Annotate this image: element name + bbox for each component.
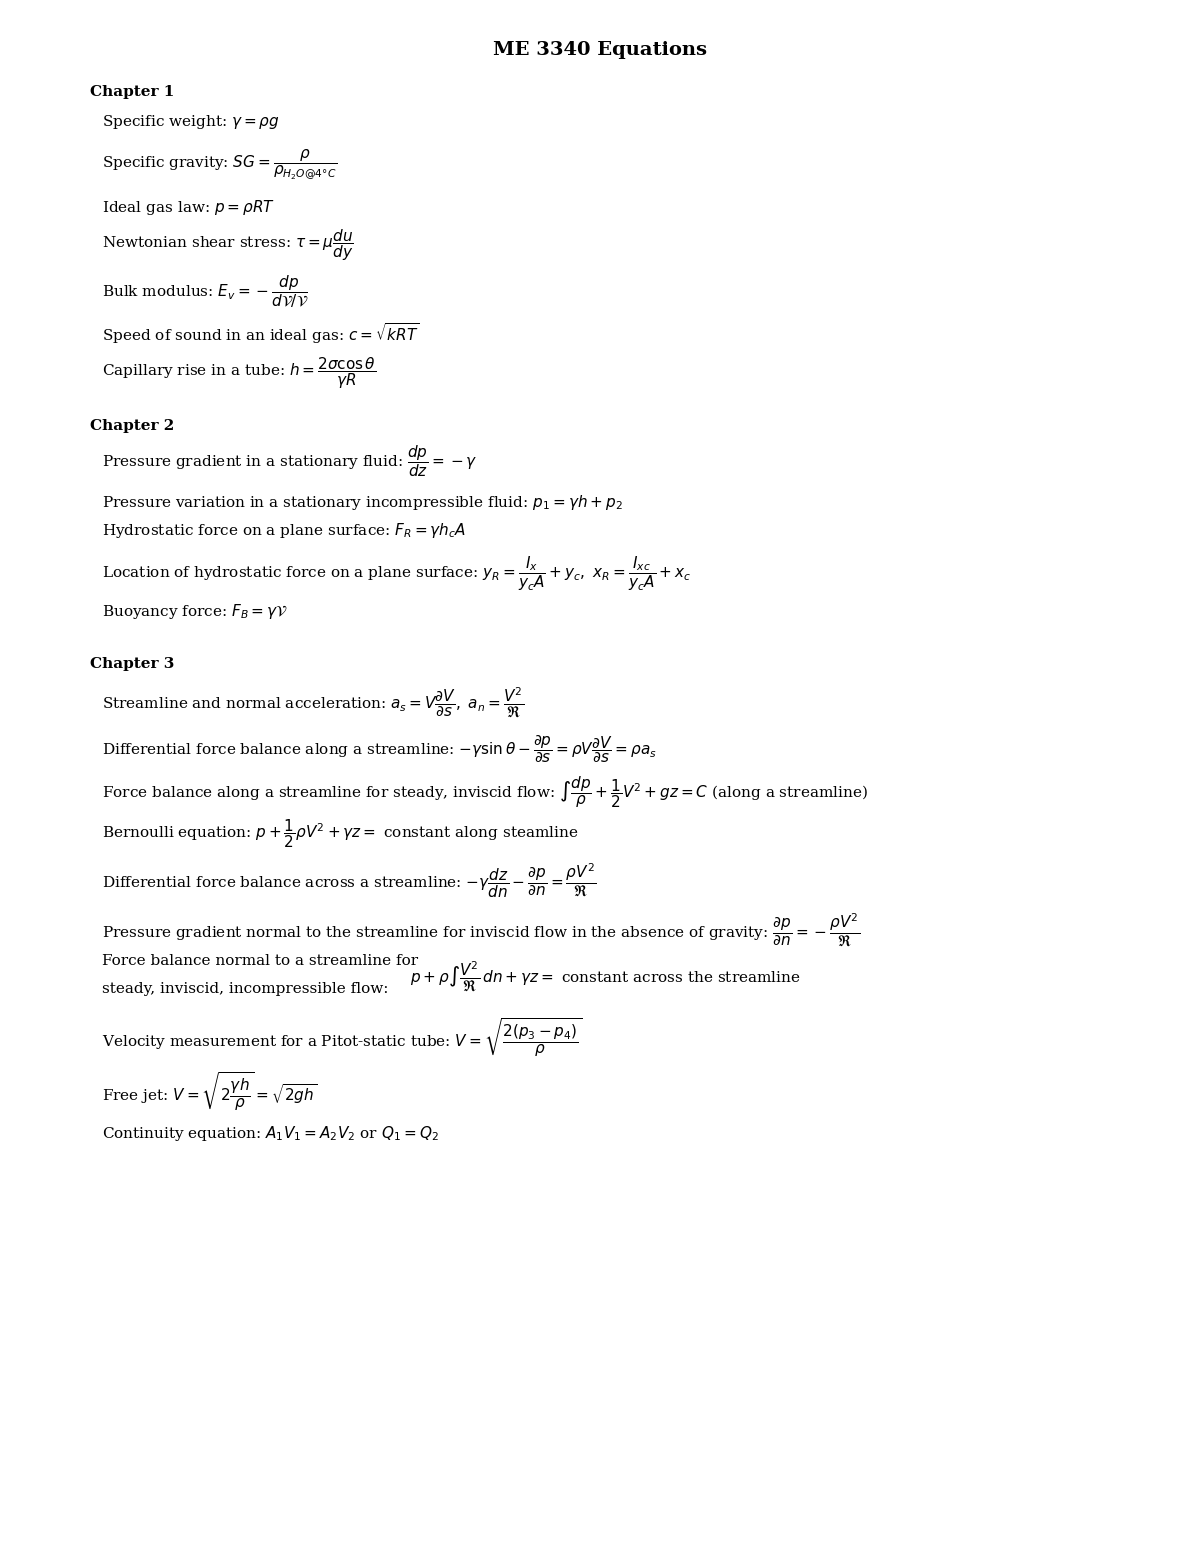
- Text: Chapter 1: Chapter 1: [90, 84, 174, 98]
- Text: Pressure gradient in a stationary fluid: $\dfrac{dp}{dz} = -\gamma$: Pressure gradient in a stationary fluid:…: [102, 443, 478, 478]
- Text: ME 3340 Equations: ME 3340 Equations: [493, 40, 707, 59]
- Text: Speed of sound in an ideal gas: $c = \sqrt{kRT}$: Speed of sound in an ideal gas: $c = \sq…: [102, 321, 419, 346]
- Text: Free jet: $V = \sqrt{2\dfrac{\gamma h}{\rho}} = \sqrt{2gh}$: Free jet: $V = \sqrt{2\dfrac{\gamma h}{\…: [102, 1070, 317, 1114]
- Text: Pressure gradient normal to the streamline for inviscid flow in the absence of g: Pressure gradient normal to the streamli…: [102, 912, 860, 949]
- Text: Velocity measurement for a Pitot-static tube: $V = \sqrt{\dfrac{2(p_3 - p_4)}{\r: Velocity measurement for a Pitot-static …: [102, 1017, 582, 1059]
- Text: Pressure variation in a stationary incompressible fluid: $p_1 = \gamma h + p_2$: Pressure variation in a stationary incom…: [102, 492, 623, 512]
- Text: Differential force balance along a streamline: $-\gamma\sin\theta - \dfrac{\part: Differential force balance along a strea…: [102, 733, 656, 764]
- Text: Bernoulli equation: $p + \dfrac{1}{2}\rho V^2 + \gamma z =$ constant along steam: Bernoulli equation: $p + \dfrac{1}{2}\rh…: [102, 817, 578, 849]
- Text: Buoyancy force: $F_B = \gamma \mathcal{V}$: Buoyancy force: $F_B = \gamma \mathcal{V…: [102, 603, 288, 621]
- Text: Continuity equation: $A_1V_1 = A_2V_2$ or $Q_1 = Q_2$: Continuity equation: $A_1V_1 = A_2V_2$ o…: [102, 1124, 438, 1143]
- Text: Specific gravity: $SG = \dfrac{\rho}{\rho_{H_2O@4°C}}$: Specific gravity: $SG = \dfrac{\rho}{\rh…: [102, 148, 337, 180]
- Text: Differential force balance across a streamline: $-\gamma\dfrac{dz}{dn} - \dfrac{: Differential force balance across a stre…: [102, 862, 596, 901]
- Text: Location of hydrostatic force on a plane surface: $y_R = \dfrac{I_x}{y_c A} + y_: Location of hydrostatic force on a plane…: [102, 554, 691, 593]
- Text: steady, inviscid, incompressible flow:: steady, inviscid, incompressible flow:: [102, 981, 389, 995]
- Text: Bulk modulus: $E_v = -\dfrac{dp}{d\mathcal{V}/\mathcal{V}}$: Bulk modulus: $E_v = -\dfrac{dp}{d\mathc…: [102, 273, 308, 311]
- Text: Specific weight: $\gamma = \rho g$: Specific weight: $\gamma = \rho g$: [102, 113, 280, 132]
- Text: Newtonian shear stress: $\tau = \mu\dfrac{du}{dy}$: Newtonian shear stress: $\tau = \mu\dfra…: [102, 228, 354, 264]
- Text: Force balance normal to a streamline for: Force balance normal to a streamline for: [102, 954, 418, 968]
- Text: Force balance along a streamline for steady, inviscid flow: $\int\dfrac{dp}{\rho: Force balance along a streamline for ste…: [102, 773, 868, 809]
- Text: $p + \rho\int\dfrac{V^2}{\mathfrak{R}}\,dn + \gamma z =$ constant across the str: $p + \rho\int\dfrac{V^2}{\mathfrak{R}}\,…: [410, 960, 800, 994]
- Text: Ideal gas law: $p = \rho RT$: Ideal gas law: $p = \rho RT$: [102, 197, 275, 216]
- Text: Streamline and normal acceleration: $a_s = V\dfrac{\partial V}{\partial s},\ a_n: Streamline and normal acceleration: $a_s…: [102, 685, 524, 719]
- Text: Hydrostatic force on a plane surface: $F_R = \gamma h_c A$: Hydrostatic force on a plane surface: $F…: [102, 520, 466, 540]
- Text: Chapter 2: Chapter 2: [90, 419, 174, 433]
- Text: Chapter 3: Chapter 3: [90, 657, 174, 671]
- Text: Capillary rise in a tube: $h = \dfrac{2\sigma\cos\theta}{\gamma R}$: Capillary rise in a tube: $h = \dfrac{2\…: [102, 356, 376, 391]
